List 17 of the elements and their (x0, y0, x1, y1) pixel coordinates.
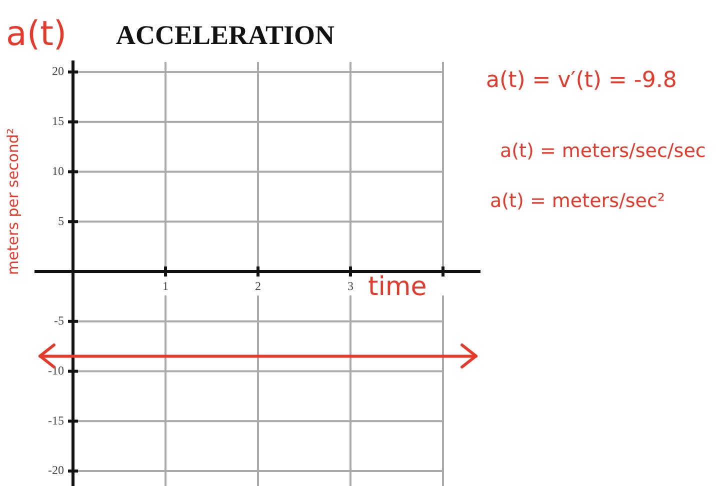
x-tick-label: 1 (162, 278, 168, 293)
text: a(t) = v′(t) = -9.8 (486, 68, 677, 93)
text: a(t) (6, 14, 67, 54)
x-tick-label: 3 (348, 278, 354, 293)
y-tick-label: -15 (48, 413, 64, 428)
y-tick-label: -20 (48, 463, 64, 478)
y-axis-title: meters per second² (4, 128, 22, 275)
x-tick-label: 2 (255, 278, 261, 293)
y-tick-label: 20 (52, 64, 64, 78)
text: a(t) = meters/sec² (490, 190, 666, 212)
y-tick-label: 5 (58, 214, 64, 228)
chart-title: ACCELERATION (116, 20, 335, 51)
text: a(t) = meters/sec/sec (500, 140, 706, 162)
y-tick-label: -5 (54, 314, 64, 328)
x-axis-title: time (368, 272, 427, 302)
y-tick-label: 15 (52, 114, 64, 128)
y-tick-label: 10 (52, 164, 64, 178)
